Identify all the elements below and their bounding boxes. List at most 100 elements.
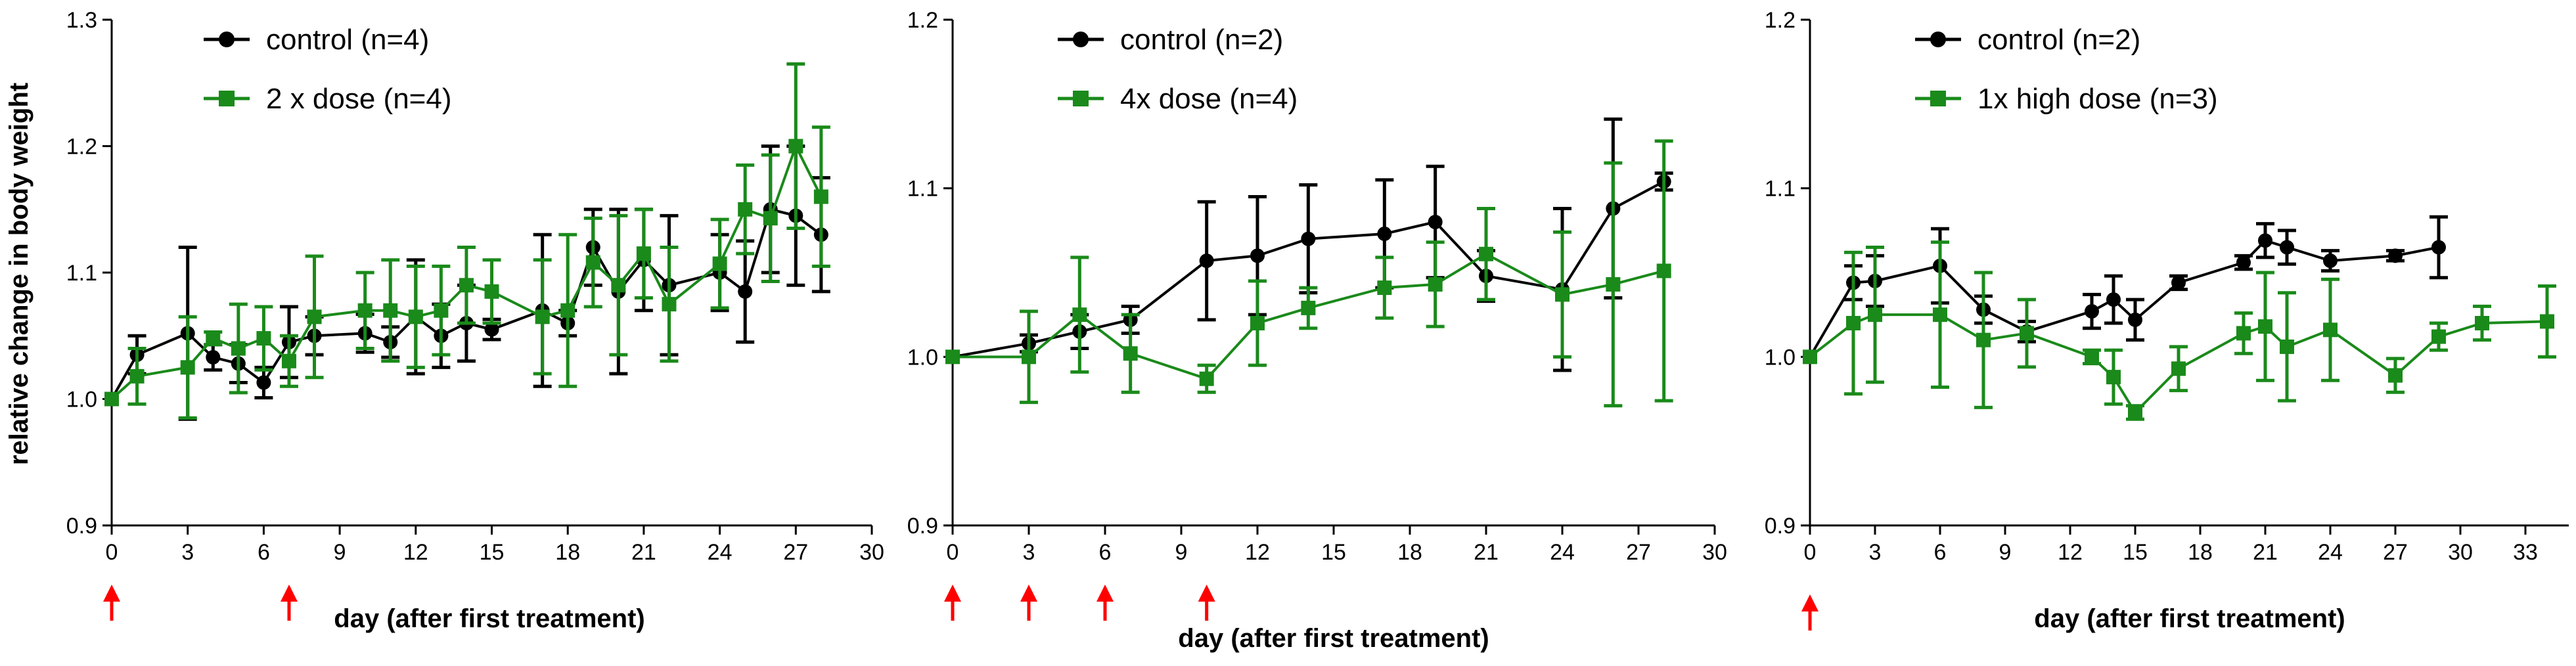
data-point [129, 368, 145, 384]
data-point [1199, 254, 1214, 269]
data-point [1555, 287, 1570, 302]
y-tick-label: 1.2 [66, 135, 97, 160]
data-point [2085, 349, 2099, 365]
data-point [2475, 316, 2489, 330]
x-tick-label: 9 [334, 540, 346, 565]
x-axis-title: day (after first treatment) [334, 604, 644, 633]
data-point [1377, 226, 1392, 241]
data-point [307, 309, 322, 324]
legend-marker [1073, 32, 1089, 47]
data-point [434, 303, 449, 318]
x-tick-label: 18 [555, 540, 580, 565]
data-point [2388, 248, 2403, 263]
legend-marker [219, 32, 235, 47]
y-tick-label: 1.2 [907, 8, 938, 33]
y-axis-title: relative change in body weight [5, 83, 34, 465]
x-tick-label: 0 [1804, 540, 1817, 565]
data-point [1301, 231, 1316, 246]
data-point [2431, 329, 2446, 344]
y-tick-label: 1.2 [1765, 8, 1796, 33]
y-tick-label: 0.9 [907, 514, 938, 539]
data-point [459, 278, 474, 293]
x-axis-title: day (after first treatment) [2034, 604, 2345, 633]
data-point [560, 303, 576, 318]
series-control [945, 117, 1673, 372]
data-point [788, 139, 803, 154]
data-point [2323, 254, 2338, 269]
data-point [206, 331, 221, 346]
legend-label: control (n=4) [266, 24, 429, 56]
legend-entry: 4x dose (n=4) [1058, 83, 1298, 115]
data-point [2323, 322, 2338, 338]
legend-label: control (n=2) [1977, 24, 2140, 56]
data-point [738, 202, 753, 217]
chart-panel-2: 0.9 1.0 1.1 1.2 0 3 6 9 12 15 18 21 24 27 30 day (after… [907, 8, 1727, 653]
series-control [1803, 215, 2448, 365]
x-tick-label: 6 [1934, 540, 1947, 565]
data-point [662, 297, 677, 312]
data-point [357, 303, 373, 318]
series-line [1809, 238, 2439, 358]
data-point [281, 353, 296, 368]
x-tick-label: 21 [631, 540, 656, 565]
x-tick-label: 30 [1702, 540, 1727, 565]
x-tick-label: 12 [2058, 540, 2083, 565]
data-point [712, 256, 727, 271]
data-point [1846, 316, 1861, 330]
data-point [2236, 326, 2251, 341]
y-tick-label: 1.1 [907, 177, 938, 202]
data-point [738, 284, 753, 299]
x-tick-label: 21 [1474, 540, 1499, 565]
x-tick-label: 12 [1245, 540, 1270, 565]
data-point [256, 331, 271, 346]
y-tick-label: 0.9 [1765, 514, 1796, 539]
data-point [2540, 314, 2554, 329]
y-tick-label: 1.0 [1765, 345, 1796, 370]
legend-label: 1x high dose (n=3) [1977, 83, 2218, 115]
x-tick-label: 6 [1099, 540, 1112, 565]
data-point [104, 391, 119, 407]
x-tick-label: 18 [1397, 540, 1422, 565]
x-tick-label: 3 [1869, 540, 1882, 565]
chart-panel-1: 0.9 1.0 1.1 1.2 1.3 0 3 6 9 12 15 18 21 24 27 30 day (af… [66, 8, 884, 633]
data-point [2431, 240, 2446, 255]
data-point [2171, 275, 2186, 290]
data-point [2236, 255, 2251, 270]
data-point [2258, 233, 2272, 248]
x-tick-label: 21 [2253, 540, 2278, 565]
legend-marker [1073, 91, 1089, 106]
data-point [1428, 277, 1443, 292]
data-point [2020, 326, 2034, 341]
data-point [2258, 319, 2272, 334]
x-tick-label: 24 [708, 540, 733, 565]
data-point [2085, 304, 2099, 319]
x-tick-label: 30 [2448, 540, 2473, 565]
series-treated [945, 139, 1673, 408]
treatment-arrow-icon [103, 585, 120, 602]
data-point [2128, 405, 2142, 420]
x-tick-label: 18 [2188, 540, 2213, 565]
data-point [256, 375, 271, 390]
data-point [1803, 349, 1817, 365]
y-tick-label: 1.1 [1765, 177, 1796, 202]
data-point [383, 303, 398, 318]
data-point [2280, 339, 2294, 354]
data-point [408, 309, 423, 324]
data-point [484, 284, 499, 299]
x-tick-label: 0 [947, 540, 959, 565]
data-point [2280, 240, 2294, 255]
data-point [1479, 246, 1493, 261]
treatment-arrow-icon [280, 585, 298, 602]
data-point [1250, 316, 1265, 330]
data-point [1868, 307, 1882, 322]
data-point [636, 246, 651, 261]
data-point [1606, 277, 1621, 292]
x-tick-label: 30 [859, 540, 884, 565]
x-tick-label: 33 [2513, 540, 2538, 565]
x-tick-label: 3 [181, 540, 194, 565]
x-tick-label: 0 [106, 540, 118, 565]
legend-label: 2 x dose (n=4) [266, 83, 452, 115]
treatment-arrow-icon [1096, 585, 1114, 602]
y-tick-label: 1.0 [907, 345, 938, 370]
